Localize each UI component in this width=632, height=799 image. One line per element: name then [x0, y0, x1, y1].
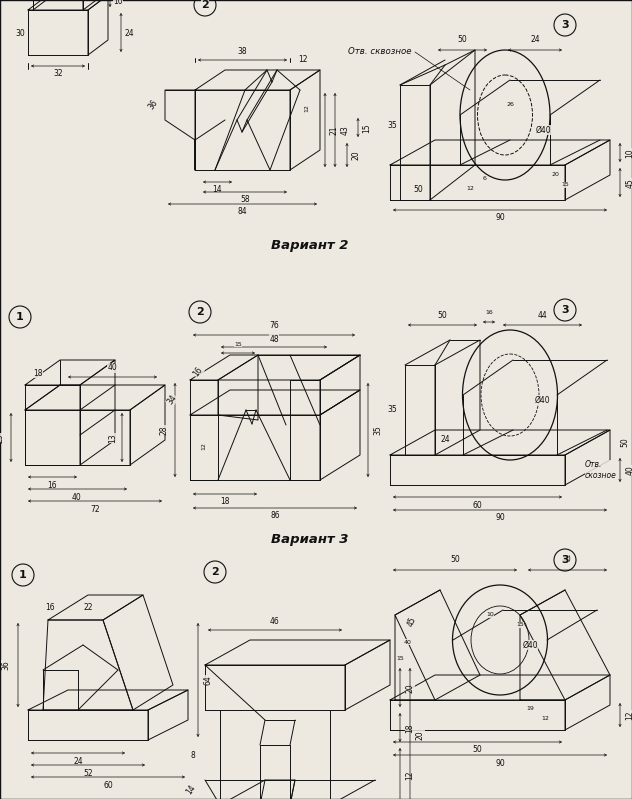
Text: 48: 48	[269, 335, 279, 344]
Text: 36: 36	[147, 98, 159, 112]
Text: 52: 52	[83, 769, 93, 777]
Text: Ø40: Ø40	[534, 396, 550, 404]
Text: 50: 50	[450, 555, 460, 565]
Text: 90: 90	[495, 213, 505, 222]
Text: 35: 35	[387, 121, 397, 129]
Text: 13: 13	[109, 433, 118, 443]
Text: 2: 2	[201, 0, 209, 10]
Text: 50: 50	[413, 185, 423, 194]
Text: Ø40: Ø40	[522, 641, 538, 650]
Text: 18: 18	[406, 723, 415, 733]
Text: 16: 16	[45, 602, 55, 611]
Text: 15: 15	[234, 341, 242, 347]
Text: 18: 18	[33, 368, 43, 377]
Text: 12: 12	[541, 715, 549, 721]
Text: 24: 24	[124, 29, 134, 38]
Text: 15: 15	[516, 622, 524, 627]
Text: 40: 40	[404, 639, 412, 645]
Text: 3: 3	[561, 555, 569, 565]
Text: 12: 12	[406, 770, 415, 780]
Text: 15: 15	[561, 182, 569, 188]
Text: 40: 40	[72, 492, 82, 502]
Text: 84: 84	[237, 208, 247, 217]
Text: 26: 26	[506, 102, 514, 108]
Text: 50: 50	[457, 35, 467, 45]
Text: 64: 64	[204, 675, 212, 685]
Text: Вариант 2: Вариант 2	[271, 238, 349, 252]
Text: 24: 24	[530, 35, 540, 45]
Text: 20: 20	[415, 730, 425, 740]
Text: 10: 10	[113, 0, 123, 6]
Text: 12: 12	[305, 104, 310, 112]
Text: 14: 14	[185, 784, 197, 797]
Text: 40: 40	[562, 555, 572, 565]
Text: 50: 50	[621, 437, 629, 447]
Text: 58: 58	[240, 196, 250, 205]
Text: 34: 34	[166, 393, 178, 407]
Text: 1: 1	[19, 570, 27, 580]
Text: 90: 90	[495, 758, 505, 768]
Text: 60: 60	[472, 500, 482, 510]
Text: 44: 44	[537, 311, 547, 320]
Text: 50: 50	[472, 745, 482, 754]
Text: Отв.
скозное: Отв. скозное	[585, 460, 617, 479]
Text: 25: 25	[0, 433, 4, 443]
Text: 35: 35	[374, 425, 382, 435]
Text: 40: 40	[107, 364, 117, 372]
Text: 90: 90	[495, 514, 505, 523]
Text: 60: 60	[103, 781, 113, 789]
Text: 2: 2	[196, 307, 204, 317]
Text: 50: 50	[437, 311, 447, 320]
Text: 86: 86	[270, 511, 280, 520]
Text: 3: 3	[561, 305, 569, 315]
Text: 30: 30	[15, 29, 25, 38]
Text: 72: 72	[90, 504, 100, 514]
Text: 12: 12	[626, 710, 632, 720]
Text: 14: 14	[212, 185, 222, 194]
Text: 2: 2	[211, 567, 219, 577]
Text: 46: 46	[270, 617, 280, 626]
Text: 35: 35	[387, 406, 397, 415]
Text: 45: 45	[626, 178, 632, 188]
Text: 24: 24	[73, 757, 83, 765]
Text: 20: 20	[551, 172, 559, 177]
Text: 1: 1	[16, 312, 24, 322]
Text: 12: 12	[298, 55, 308, 65]
Text: 21: 21	[329, 125, 339, 135]
Text: 19: 19	[526, 706, 534, 710]
Text: 45: 45	[406, 616, 418, 628]
Text: Вариант 3: Вариант 3	[271, 534, 349, 547]
Text: 36: 36	[1, 660, 11, 670]
Text: 20: 20	[406, 683, 415, 693]
Text: 20: 20	[351, 150, 360, 160]
Text: 24: 24	[440, 435, 450, 444]
Text: 32: 32	[53, 70, 63, 78]
Text: 15: 15	[396, 655, 404, 661]
Text: 76: 76	[269, 321, 279, 331]
Text: 15: 15	[363, 123, 372, 133]
Text: 3: 3	[561, 20, 569, 30]
Text: 12: 12	[466, 185, 474, 190]
Text: 43: 43	[341, 125, 349, 135]
Text: 16: 16	[191, 365, 204, 379]
Text: 16: 16	[47, 480, 57, 490]
Text: 22: 22	[83, 602, 93, 611]
Text: 10: 10	[626, 148, 632, 158]
Text: 10: 10	[486, 613, 494, 618]
Text: 40: 40	[626, 465, 632, 475]
Text: 6: 6	[483, 176, 487, 181]
Text: 12: 12	[202, 442, 207, 450]
Text: 38: 38	[237, 46, 247, 55]
Text: 28: 28	[159, 425, 169, 435]
Text: Ø40: Ø40	[535, 125, 551, 134]
Text: 8: 8	[191, 750, 195, 760]
Text: Отв. сквозное: Отв. сквозное	[348, 47, 411, 57]
Text: 18: 18	[220, 498, 230, 507]
Text: 16: 16	[485, 311, 493, 316]
